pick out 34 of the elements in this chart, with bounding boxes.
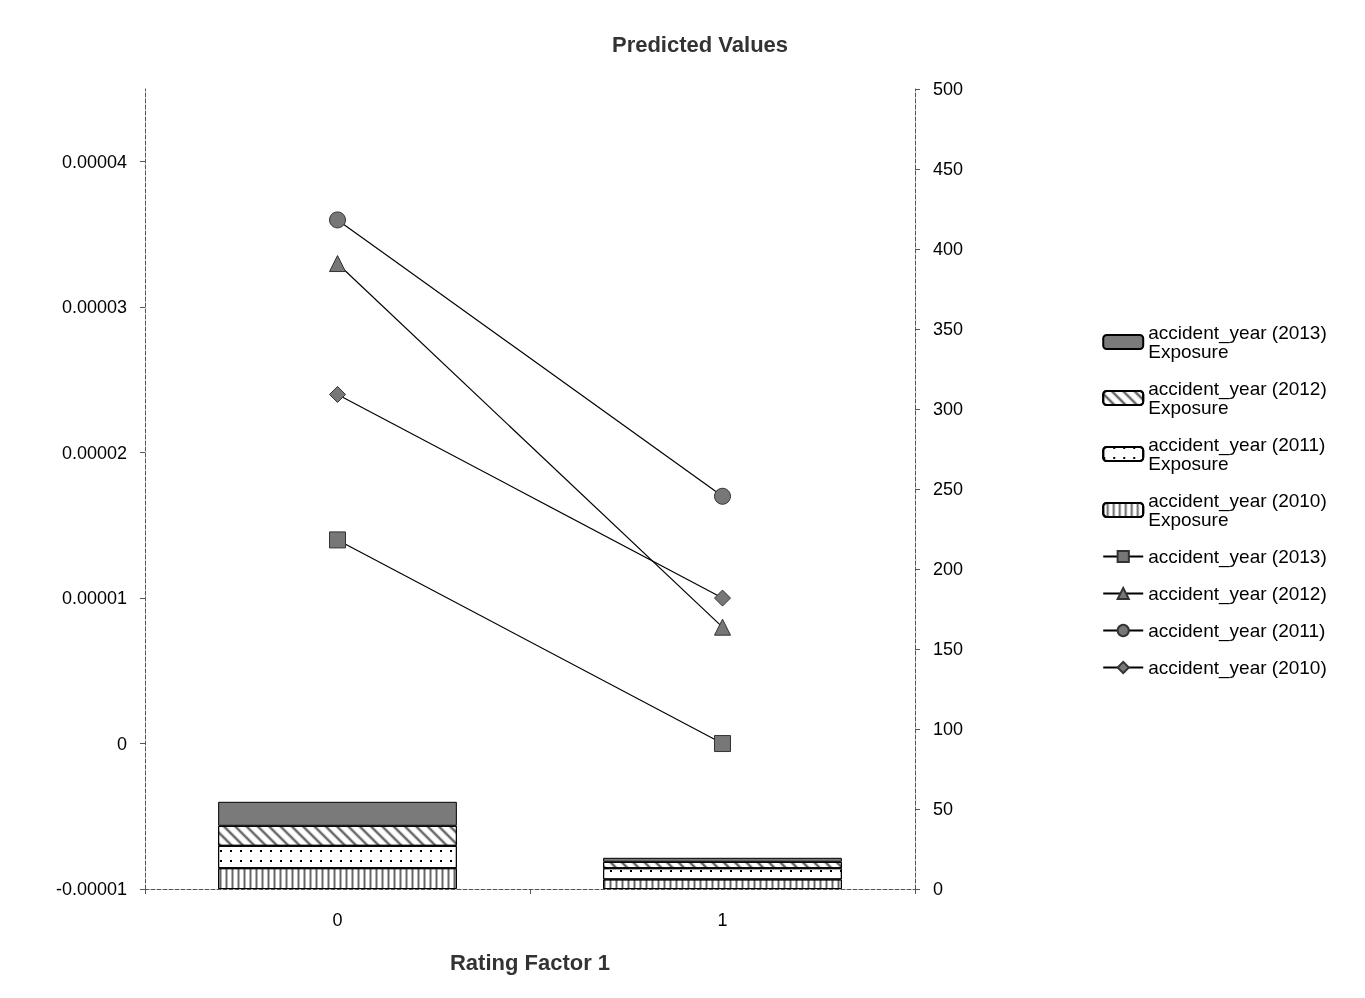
point (329, 531, 346, 549)
legend-label: accident_year (2011) (1148, 620, 1326, 642)
legend-label: accident_year (2013) (1148, 546, 1327, 568)
y2-tick-label: 300 (933, 399, 964, 419)
y2-tick-label: 150 (933, 639, 964, 659)
y2-tick-label: 50 (933, 799, 954, 819)
point (329, 211, 346, 229)
y-tick-label: 0.00003 (61, 297, 127, 318)
y2-tick-label: 500 (933, 79, 964, 99)
y-tick-label: 0.00001 (61, 588, 127, 609)
y2-tick-label: 250 (933, 479, 964, 499)
point (714, 735, 731, 753)
y2-tick-label: 350 (933, 319, 964, 339)
y2-tick-label: 100 (933, 719, 964, 739)
y-tick-label: 0.00002 (61, 442, 127, 463)
y2-tick-label: 0 (933, 879, 944, 899)
chart-title: Predicted Values (611, 31, 789, 57)
y-tick-label: 0.00004 (61, 151, 127, 172)
x-axis-title: Rating Factor 1 (449, 949, 611, 975)
y-tick-label: -0.00001 (55, 879, 127, 899)
y2-tick-label: 200 (933, 559, 964, 579)
point (714, 487, 731, 505)
x-tick-label: 1 (717, 910, 728, 930)
legend-label: accident_year (2010) (1148, 657, 1327, 679)
y2-tick-label: 450 (933, 159, 964, 179)
legend-label: accident_year (2013) Exposure (1148, 322, 1333, 362)
legend-label: accident_year (2012) (1148, 583, 1327, 605)
y2-tick-label: 400 (933, 239, 964, 259)
legend-label: accident_year (2010) Exposure (1148, 490, 1333, 530)
point (329, 385, 346, 403)
point (714, 589, 731, 607)
y-tick-label: 0 (116, 733, 127, 754)
legend-label: accident_year (2012) Exposure (1148, 378, 1333, 418)
legend-label: accident_year (2011) Exposure (1148, 434, 1331, 474)
